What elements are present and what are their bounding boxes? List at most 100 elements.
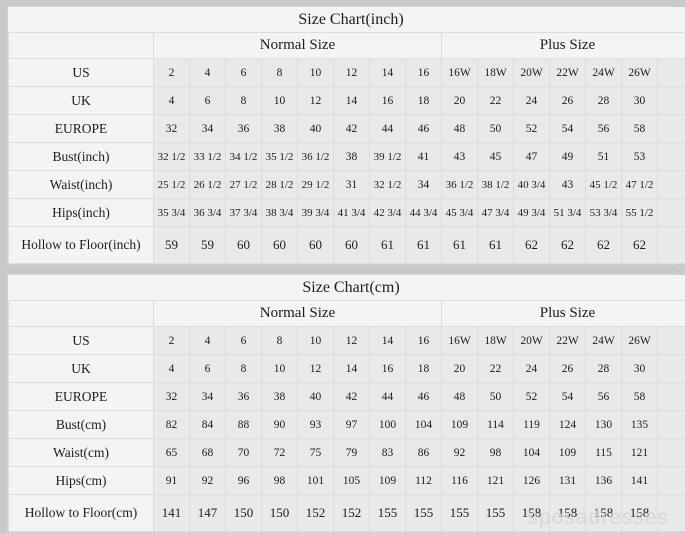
data-cell: 62 [550,227,586,264]
data-cell: 41 [406,143,442,171]
data-cell: 119 [514,411,550,439]
data-cell: 36 1/2 [442,171,478,199]
data-cell: 47 3/4 [478,199,514,227]
data-cell: 37 3/4 [226,199,262,227]
data-cell: 48 [442,383,478,411]
data-cell: 96 [226,467,262,495]
data-cell: 45 [478,143,514,171]
data-cell: 2 [154,59,190,87]
data-cell: 58 [622,383,658,411]
data-cell: 51 3/4 [550,199,586,227]
data-cell: 31 [334,171,370,199]
data-cell: 28 1/2 [262,171,298,199]
data-cell: 158 [622,495,658,532]
data-cell: 6 [190,87,226,115]
data-cell: 98 [262,467,298,495]
data-cell: 24W [586,327,622,355]
data-cell: 58 [622,115,658,143]
data-cell: 105 [334,467,370,495]
data-cell: 40 3/4 [514,171,550,199]
data-cell: 59 [154,227,190,264]
data-cell: 65 [154,439,190,467]
data-cell: 16W [442,327,478,355]
data-cell: 39 3/4 [298,199,334,227]
data-cell: 38 [262,383,298,411]
data-cell: 24 [514,87,550,115]
data-cell: 34 1/2 [226,143,262,171]
data-cell: 84 [190,411,226,439]
data-cell-empty [658,383,685,411]
data-cell: 98 [478,439,514,467]
data-cell: 22W [550,59,586,87]
data-cell: 88 [226,411,262,439]
data-cell: 24W [586,59,622,87]
data-cell: 18W [478,327,514,355]
group-header-normal-size: Normal Size [154,301,442,327]
data-cell: 92 [190,467,226,495]
data-cell: 150 [262,495,298,532]
data-cell-empty [658,171,685,199]
data-cell: 45 3/4 [442,199,478,227]
data-cell: 109 [442,411,478,439]
data-cell: 44 [370,115,406,143]
data-cell: 28 [586,355,622,383]
data-cell: 61 [442,227,478,264]
group-header-blank [9,301,154,327]
data-cell: 61 [370,227,406,264]
data-cell: 18 [406,87,442,115]
data-cell: 60 [298,227,334,264]
data-cell: 83 [370,439,406,467]
data-cell: 41 3/4 [334,199,370,227]
data-cell: 59 [190,227,226,264]
data-cell-empty [658,199,685,227]
data-cell: 91 [154,467,190,495]
data-cell: 25 1/2 [154,171,190,199]
data-cell: 86 [406,439,442,467]
row-label: EUROPE [9,115,154,143]
data-cell: 54 [550,115,586,143]
data-cell: 38 3/4 [262,199,298,227]
data-cell: 60 [262,227,298,264]
data-cell: 51 [586,143,622,171]
data-cell: 32 1/2 [154,143,190,171]
data-cell: 29 1/2 [298,171,334,199]
data-cell: 20 [442,87,478,115]
data-cell: 61 [478,227,514,264]
data-cell: 4 [154,355,190,383]
data-cell: 26W [622,59,658,87]
data-cell: 43 [442,143,478,171]
data-cell: 12 [334,327,370,355]
data-cell: 28 [586,87,622,115]
data-cell: 16W [442,59,478,87]
data-cell: 135 [622,411,658,439]
data-cell: 42 3/4 [370,199,406,227]
data-cell: 36 [226,383,262,411]
row-label: US [9,59,154,87]
data-cell: 56 [586,383,622,411]
data-cell: 14 [370,59,406,87]
data-cell: 79 [334,439,370,467]
row-label: Waist(cm) [9,439,154,467]
data-cell: 46 [406,383,442,411]
data-cell: 38 [262,115,298,143]
data-cell: 49 3/4 [514,199,550,227]
data-cell: 14 [334,355,370,383]
row-label: Bust(cm) [9,411,154,439]
data-cell: 53 [622,143,658,171]
row-label: Hips(cm) [9,467,154,495]
data-cell: 56 [586,115,622,143]
data-cell: 130 [586,411,622,439]
